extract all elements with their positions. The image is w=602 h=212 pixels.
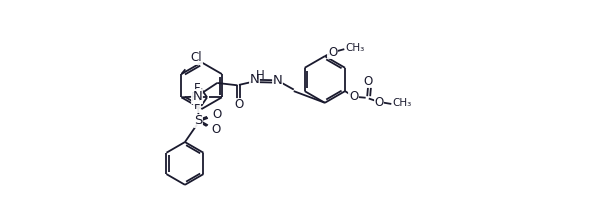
Text: F: F xyxy=(194,82,200,95)
Text: CH₃: CH₃ xyxy=(393,98,412,108)
Text: O: O xyxy=(234,98,244,111)
Text: O: O xyxy=(374,96,383,109)
Text: H: H xyxy=(256,69,265,82)
Text: O: O xyxy=(364,75,373,88)
Text: O: O xyxy=(328,46,337,59)
Text: O: O xyxy=(211,123,220,136)
Text: N: N xyxy=(193,90,203,103)
Text: O: O xyxy=(349,91,358,103)
Text: N: N xyxy=(250,73,260,86)
Text: N: N xyxy=(273,74,282,87)
Text: Cl: Cl xyxy=(190,51,202,64)
Text: F: F xyxy=(191,91,198,104)
Text: O: O xyxy=(212,107,222,121)
Text: S: S xyxy=(194,114,203,127)
Text: F: F xyxy=(194,99,200,112)
Text: CH₃: CH₃ xyxy=(345,43,364,53)
